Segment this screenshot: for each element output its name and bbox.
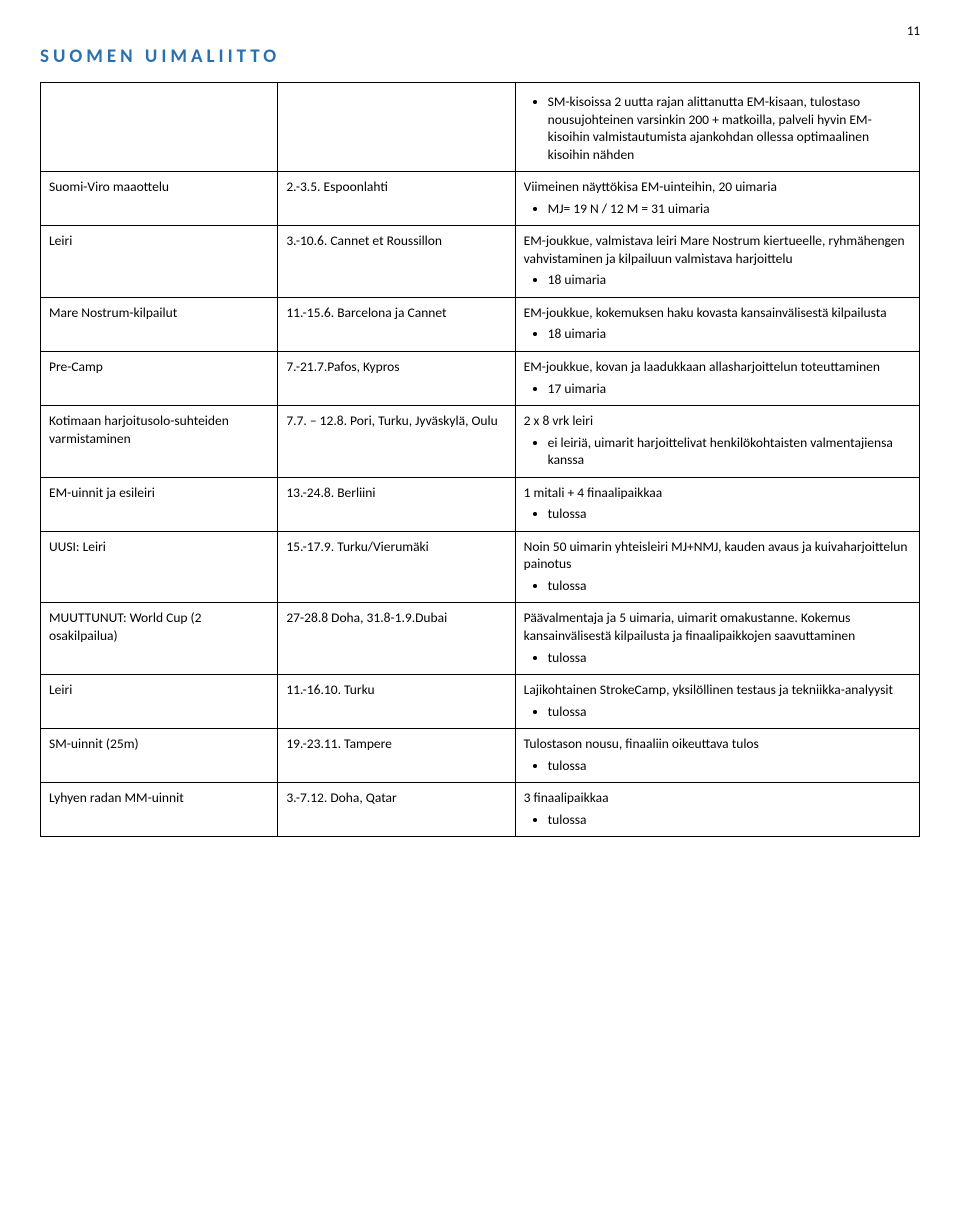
event-bullet-list: tulossa <box>548 505 911 523</box>
event-date-cell: 11.-15.6. Barcelona ja Cannet <box>278 297 515 351</box>
event-bullet: tulossa <box>548 757 911 775</box>
event-bullet: 17 uimaria <box>548 380 911 398</box>
event-details-cell: Päävalmentaja ja 5 uimaria, uimarit omak… <box>515 603 919 675</box>
event-description: Tulostason nousu, finaaliin oikeuttava t… <box>524 735 911 753</box>
event-bullet-list: 17 uimaria <box>548 380 911 398</box>
event-description: 1 mitali + 4 finaalipaikkaa <box>524 484 911 502</box>
event-bullet-list: tulossa <box>548 649 911 667</box>
event-bullet: tulossa <box>548 505 911 523</box>
event-date-cell: 3.-7.12. Doha, Qatar <box>278 783 515 837</box>
event-date-cell: 2.-3.5. Espoonlahti <box>278 172 515 226</box>
event-name-cell: Suomi-Viro maaottelu <box>41 172 278 226</box>
event-bullet: tulossa <box>548 577 911 595</box>
event-date-cell: 7.7. – 12.8. Pori, Turku, Jyväskylä, Oul… <box>278 406 515 478</box>
event-bullet-list: SM-kisoissa 2 uutta rajan alittanutta EM… <box>548 93 911 163</box>
event-bullet-list: 18 uimaria <box>548 271 911 289</box>
event-bullet-list: tulossa <box>548 703 911 721</box>
table-row: Pre-Camp7.-21.7.Pafos, Kypros EM-joukkue,… <box>41 352 920 406</box>
event-bullet: 18 uimaria <box>548 325 911 343</box>
table-row: Leiri3.-10.6. Cannet et Roussillon EM-jou… <box>41 226 920 298</box>
event-description: Viimeinen näyttökisa EM-uinteihin, 20 ui… <box>524 178 911 196</box>
event-bullet: ei leiriä, uimarit harjoittelivat henkil… <box>548 434 911 469</box>
event-description: 2 x 8 vrk leiri <box>524 412 911 430</box>
schedule-table: SM-kisoissa 2 uutta rajan alittanutta EM… <box>40 82 920 837</box>
table-row: Mare Nostrum-kilpailut11.-15.6. Barcelon… <box>41 297 920 351</box>
table-row: UUSI: Leiri15.-17.9. Turku/Vierumäki Noin… <box>41 531 920 603</box>
event-details-cell: Lajikohtainen StrokeCamp, yksilöllinen t… <box>515 675 919 729</box>
event-details-cell: 3 finaalipaikkaa tulossa <box>515 783 919 837</box>
event-bullet: SM-kisoissa 2 uutta rajan alittanutta EM… <box>548 93 911 163</box>
event-name-cell: SM-uinnit (25m) <box>41 729 278 783</box>
event-date-cell: 13.-24.8. Berliini <box>278 477 515 531</box>
event-details-cell: EM-joukkue, kovan ja laadukkaan allashar… <box>515 352 919 406</box>
table-row: SM-uinnit (25m)19.-23.11. Tampere Tulosta… <box>41 729 920 783</box>
event-name-cell: Kotimaan harjoitusolo-suhteiden varmista… <box>41 406 278 478</box>
event-description: Lajikohtainen StrokeCamp, yksilöllinen t… <box>524 681 911 699</box>
event-bullet: 18 uimaria <box>548 271 911 289</box>
event-bullet: tulossa <box>548 703 911 721</box>
event-name-cell: Leiri <box>41 226 278 298</box>
event-bullet-list: tulossa <box>548 577 911 595</box>
event-bullet-list: tulossa <box>548 757 911 775</box>
event-description: Päävalmentaja ja 5 uimaria, uimarit omak… <box>524 609 911 644</box>
event-description: EM-joukkue, valmistava leiri Mare Nostru… <box>524 232 911 267</box>
event-name-cell: Lyhyen radan MM-uinnit <box>41 783 278 837</box>
event-details-cell: Viimeinen näyttökisa EM-uinteihin, 20 ui… <box>515 172 919 226</box>
event-name-cell: Leiri <box>41 675 278 729</box>
event-details-cell: EM-joukkue, kokemuksen haku kovasta kans… <box>515 297 919 351</box>
event-description: 3 finaalipaikkaa <box>524 789 911 807</box>
event-name-cell <box>41 83 278 172</box>
event-bullet: MJ= 19 N / 12 M = 31 uimaria <box>548 200 911 218</box>
event-date-cell: 7.-21.7.Pafos, Kypros <box>278 352 515 406</box>
event-name-cell: Pre-Camp <box>41 352 278 406</box>
table-row: Leiri11.-16.10. Turku Lajikohtainen Strok… <box>41 675 920 729</box>
event-bullet-list: 18 uimaria <box>548 325 911 343</box>
page-number: 11 <box>40 24 920 39</box>
event-details-cell: 2 x 8 vrk leiri ei leiriä, uimarit harjoi… <box>515 406 919 478</box>
event-bullet-list: ei leiriä, uimarit harjoittelivat henkil… <box>548 434 911 469</box>
table-row: SM-kisoissa 2 uutta rajan alittanutta EM… <box>41 83 920 172</box>
table-row: EM-uinnit ja esileiri13.-24.8. Berliini1… <box>41 477 920 531</box>
event-date-cell: 15.-17.9. Turku/Vierumäki <box>278 531 515 603</box>
event-description: EM-joukkue, kovan ja laadukkaan allashar… <box>524 358 911 376</box>
event-description: EM-joukkue, kokemuksen haku kovasta kans… <box>524 304 911 322</box>
event-name-cell: EM-uinnit ja esileiri <box>41 477 278 531</box>
event-details-cell: Noin 50 uimarin yhteisleiri MJ+NMJ, kaud… <box>515 531 919 603</box>
event-bullet: tulossa <box>548 649 911 667</box>
event-date-cell: 27-28.8 Doha, 31.8-1.9.Dubai <box>278 603 515 675</box>
event-date-cell <box>278 83 515 172</box>
event-name-cell: Mare Nostrum-kilpailut <box>41 297 278 351</box>
org-logo: SUOMEN UIMALIITTO <box>40 45 920 68</box>
event-name-cell: MUUTTUNUT: World Cup (2 osakilpailua) <box>41 603 278 675</box>
event-name-cell: UUSI: Leiri <box>41 531 278 603</box>
event-date-cell: 19.-23.11. Tampere <box>278 729 515 783</box>
event-details-cell: EM-joukkue, valmistava leiri Mare Nostru… <box>515 226 919 298</box>
event-description: Noin 50 uimarin yhteisleiri MJ+NMJ, kaud… <box>524 538 911 573</box>
table-row: Suomi-Viro maaottelu2.-3.5. Espoonlahti V… <box>41 172 920 226</box>
table-row: Lyhyen radan MM-uinnit3.-7.12. Doha, Qat… <box>41 783 920 837</box>
event-bullet-list: tulossa <box>548 811 911 829</box>
table-row: MUUTTUNUT: World Cup (2 osakilpailua)27-… <box>41 603 920 675</box>
event-date-cell: 3.-10.6. Cannet et Roussillon <box>278 226 515 298</box>
event-details-cell: Tulostason nousu, finaaliin oikeuttava t… <box>515 729 919 783</box>
event-bullet-list: MJ= 19 N / 12 M = 31 uimaria <box>548 200 911 218</box>
table-row: Kotimaan harjoitusolo-suhteiden varmista… <box>41 406 920 478</box>
event-bullet: tulossa <box>548 811 911 829</box>
event-date-cell: 11.-16.10. Turku <box>278 675 515 729</box>
event-details-cell: 1 mitali + 4 finaalipaikkaa tulossa <box>515 477 919 531</box>
event-details-cell: SM-kisoissa 2 uutta rajan alittanutta EM… <box>515 83 919 172</box>
